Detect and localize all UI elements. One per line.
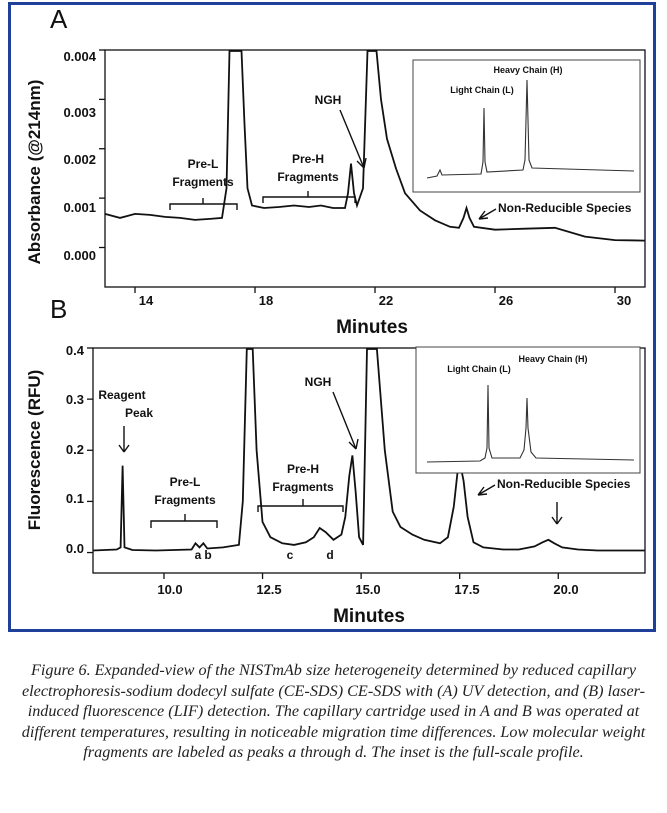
panel-b-reagent-arrow xyxy=(118,426,130,453)
panel-b: B Fluorescence (RFU) 0.4 0.3 0.2 0.1 0.0… xyxy=(25,294,646,627)
panel-a-pre-l-label: Pre-L xyxy=(188,157,219,171)
panel-b-y-tick: 0.1 xyxy=(66,491,84,506)
panel-a-inset xyxy=(412,59,641,193)
panel-b-nrs-arrow xyxy=(477,484,496,496)
panel-b-inset xyxy=(415,346,641,474)
panel-a-ngh-arrowhead xyxy=(356,157,367,169)
panel-a-ngh-arrow xyxy=(339,109,365,169)
panel-a-y-tick: 0.001 xyxy=(63,200,96,215)
panel-a-x-tick: 30 xyxy=(617,293,631,308)
panel-b-x-tick: 15.0 xyxy=(355,582,380,597)
panel-b-y-tick: 0.2 xyxy=(66,442,84,457)
panel-a-y-tick: 0.002 xyxy=(63,152,96,167)
panel-b-y-axis-label: Fluorescence (RFU) xyxy=(25,370,44,531)
panel-a-inset-light-chain-label: Light Chain (L) xyxy=(450,85,513,95)
panel-b-inset-heavy-chain-label: Heavy Chain (H) xyxy=(518,354,587,364)
panel-a-ngh-label: NGH xyxy=(315,93,342,107)
panel-b-x-ticks: 10.0 12.5 15.0 17.5 20.0 xyxy=(157,582,578,597)
panel-b-peak-b-label: b xyxy=(204,548,211,562)
panel-a-y-ticks: 0.004 0.003 0.002 0.001 0.000 xyxy=(63,49,96,263)
panel-b-pre-h-label: Pre-H xyxy=(287,462,319,476)
panel-a-x-tick: 26 xyxy=(499,293,513,308)
figure-chart: A Absorbance (@214nm) 0.004 0.003 0.002 … xyxy=(25,4,646,627)
panel-a-pre-l-bracket xyxy=(169,198,238,210)
figure-caption: Figure 6. Expanded-view of the NISTmAb s… xyxy=(21,661,646,761)
panel-b-y-ticks: 0.4 0.3 0.2 0.1 0.0 xyxy=(66,343,85,556)
panel-a-y-tick: 0.004 xyxy=(63,49,96,64)
panel-a-pre-h-label: Pre-H xyxy=(292,152,324,166)
panel-b-x-tick: 10.0 xyxy=(157,582,182,597)
panel-a-x-tick: 22 xyxy=(379,293,393,308)
panel-b-nrs-arrow-2 xyxy=(551,502,563,525)
panel-b-x-tick: 20.0 xyxy=(553,582,578,597)
panel-b-peak-a-label: a xyxy=(195,548,202,562)
panel-a-pre-l-label-2: Fragments xyxy=(172,175,234,189)
panel-b-pre-l-label: Pre-L xyxy=(170,475,201,489)
panel-a-label: A xyxy=(50,4,68,34)
panel-b-x-tick: 12.5 xyxy=(256,582,281,597)
panel-a-pre-h-bracket xyxy=(262,191,356,203)
panel-b-reagent-label: Reagent xyxy=(98,388,145,402)
panel-b-peak-d-label: d xyxy=(326,548,333,562)
panel-b-trace xyxy=(92,348,645,552)
panel-b-y-tick: 0.4 xyxy=(66,343,85,358)
panel-a-trace xyxy=(104,50,646,242)
panel-b-x-tick: 17.5 xyxy=(454,582,479,597)
panel-b-reagent-label-2: Peak xyxy=(125,406,153,420)
panel-b-x-axis-label: Minutes xyxy=(333,606,405,627)
panel-b-inset-light-chain-label: Light Chain (L) xyxy=(447,364,510,374)
panel-a-y-tick: 0.003 xyxy=(63,105,96,120)
panel-a-y-tick: 0.000 xyxy=(63,248,96,263)
panel-b-plot-area xyxy=(92,347,646,574)
panel-a-y-axis-label: Absorbance (@214nm) xyxy=(25,80,44,265)
panel-b-pre-l-label-2: Fragments xyxy=(154,493,216,507)
panel-b-pre-l-bracket xyxy=(150,514,218,528)
panel-b-pre-h-bracket xyxy=(257,499,344,512)
panel-a-x-ticks: 14 18 22 26 30 xyxy=(139,293,631,308)
panel-b-pre-h-label-2: Fragments xyxy=(272,480,334,494)
panel-a-x-tick: 14 xyxy=(139,293,154,308)
panel-a-nrs-arrow xyxy=(478,208,497,220)
panel-a-pre-h-label-2: Fragments xyxy=(277,170,339,184)
panel-a-inset-heavy-chain-label: Heavy Chain (H) xyxy=(493,65,562,75)
panel-a-inset-trace xyxy=(426,79,635,179)
panel-a: A Absorbance (@214nm) 0.004 0.003 0.002 … xyxy=(25,4,646,338)
panel-b-label: B xyxy=(50,294,67,324)
panel-b-nrs-label: Non-Reducible Species xyxy=(497,477,631,491)
panel-b-ngh-arrow xyxy=(332,391,359,450)
panel-a-nrs-label: Non-Reducible Species xyxy=(498,201,632,215)
panel-b-y-tick: 0.3 xyxy=(66,392,84,407)
panel-b-ngh-label: NGH xyxy=(305,375,332,389)
panel-a-x-tick: 18 xyxy=(259,293,273,308)
panel-b-peak-c-label: c xyxy=(287,548,294,562)
panel-b-inset-trace xyxy=(426,384,635,463)
panel-a-x-axis-label: Minutes xyxy=(336,317,408,338)
panel-b-y-tick: 0.0 xyxy=(66,541,84,556)
